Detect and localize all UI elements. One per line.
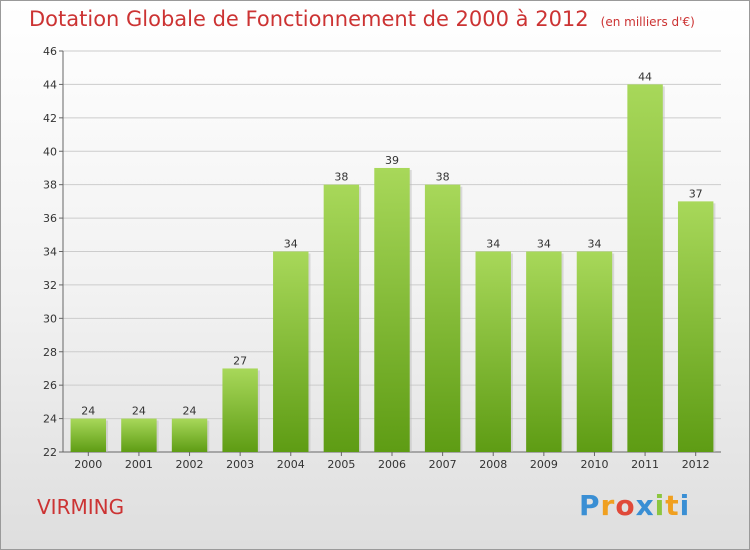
- bar-value-label: 34: [587, 238, 601, 251]
- y-tick-label: 22: [43, 446, 57, 459]
- y-tick-label: 44: [43, 78, 57, 91]
- bar: [677, 201, 714, 452]
- y-tick-label: 36: [43, 212, 57, 225]
- bar-value-label: 34: [284, 238, 298, 251]
- x-tick-label: 2010: [580, 458, 608, 471]
- bar: [121, 418, 157, 452]
- commune-name: VIRMING: [37, 495, 125, 519]
- logo-letter: t: [665, 489, 680, 522]
- logo-letter: i: [654, 489, 666, 522]
- proxiti-logo: Proxiti: [579, 489, 690, 522]
- bar: [424, 184, 461, 452]
- bar-value-label: 24: [132, 405, 146, 418]
- bar-value-label: 37: [689, 187, 703, 200]
- x-tick-label: 2002: [176, 458, 204, 471]
- bar: [70, 418, 107, 452]
- y-tick-label: 46: [43, 45, 57, 58]
- bar: [374, 167, 410, 453]
- logo-letter: o: [615, 489, 636, 522]
- bar-value-label: 44: [638, 70, 652, 83]
- bar-value-label: 34: [537, 238, 551, 251]
- y-tick-label: 30: [43, 312, 57, 325]
- bar: [627, 84, 663, 453]
- y-tick-label: 42: [43, 112, 57, 125]
- y-tick-label: 26: [43, 379, 57, 392]
- bar-value-label: 24: [183, 405, 197, 418]
- bar: [526, 251, 562, 452]
- bar-value-label: 24: [81, 405, 95, 418]
- x-tick-label: 2008: [479, 458, 507, 471]
- x-tick-label: 2006: [378, 458, 406, 471]
- logo-letter: P: [579, 489, 601, 522]
- y-tick-label: 28: [43, 346, 57, 359]
- bar-value-label: 39: [385, 154, 399, 167]
- bar: [323, 184, 360, 452]
- y-tick-label: 24: [43, 413, 57, 426]
- x-tick-label: 2000: [74, 458, 102, 471]
- bar-value-label: 34: [486, 238, 500, 251]
- x-tick-label: 2003: [226, 458, 254, 471]
- x-tick-label: 2009: [530, 458, 558, 471]
- bar-value-label: 27: [233, 354, 247, 367]
- title-row: Dotation Globale de Fonctionnement de 20…: [29, 7, 695, 31]
- bar-value-label: 38: [334, 171, 348, 184]
- x-tick-label: 2001: [125, 458, 153, 471]
- y-tick-label: 40: [43, 145, 57, 158]
- bar: [475, 251, 511, 452]
- bar: [273, 251, 309, 452]
- bar: [576, 251, 613, 452]
- x-tick-label: 2012: [682, 458, 710, 471]
- logo-letter: r: [600, 489, 616, 522]
- chart-subtitle: (en milliers d'€): [600, 15, 695, 29]
- y-tick-label: 32: [43, 279, 57, 292]
- logo-letter: x: [635, 489, 655, 522]
- bar: [222, 368, 258, 452]
- x-tick-label: 2011: [631, 458, 659, 471]
- x-tick-label: 2004: [277, 458, 305, 471]
- chart-title: Dotation Globale de Fonctionnement de 20…: [29, 7, 589, 31]
- logo-letter: i: [679, 489, 691, 522]
- y-tick-label: 38: [43, 179, 57, 192]
- x-tick-label: 2007: [429, 458, 457, 471]
- x-tick-label: 2005: [327, 458, 355, 471]
- bar: [171, 418, 208, 452]
- y-tick-label: 34: [43, 246, 57, 259]
- bar-value-label: 38: [436, 171, 450, 184]
